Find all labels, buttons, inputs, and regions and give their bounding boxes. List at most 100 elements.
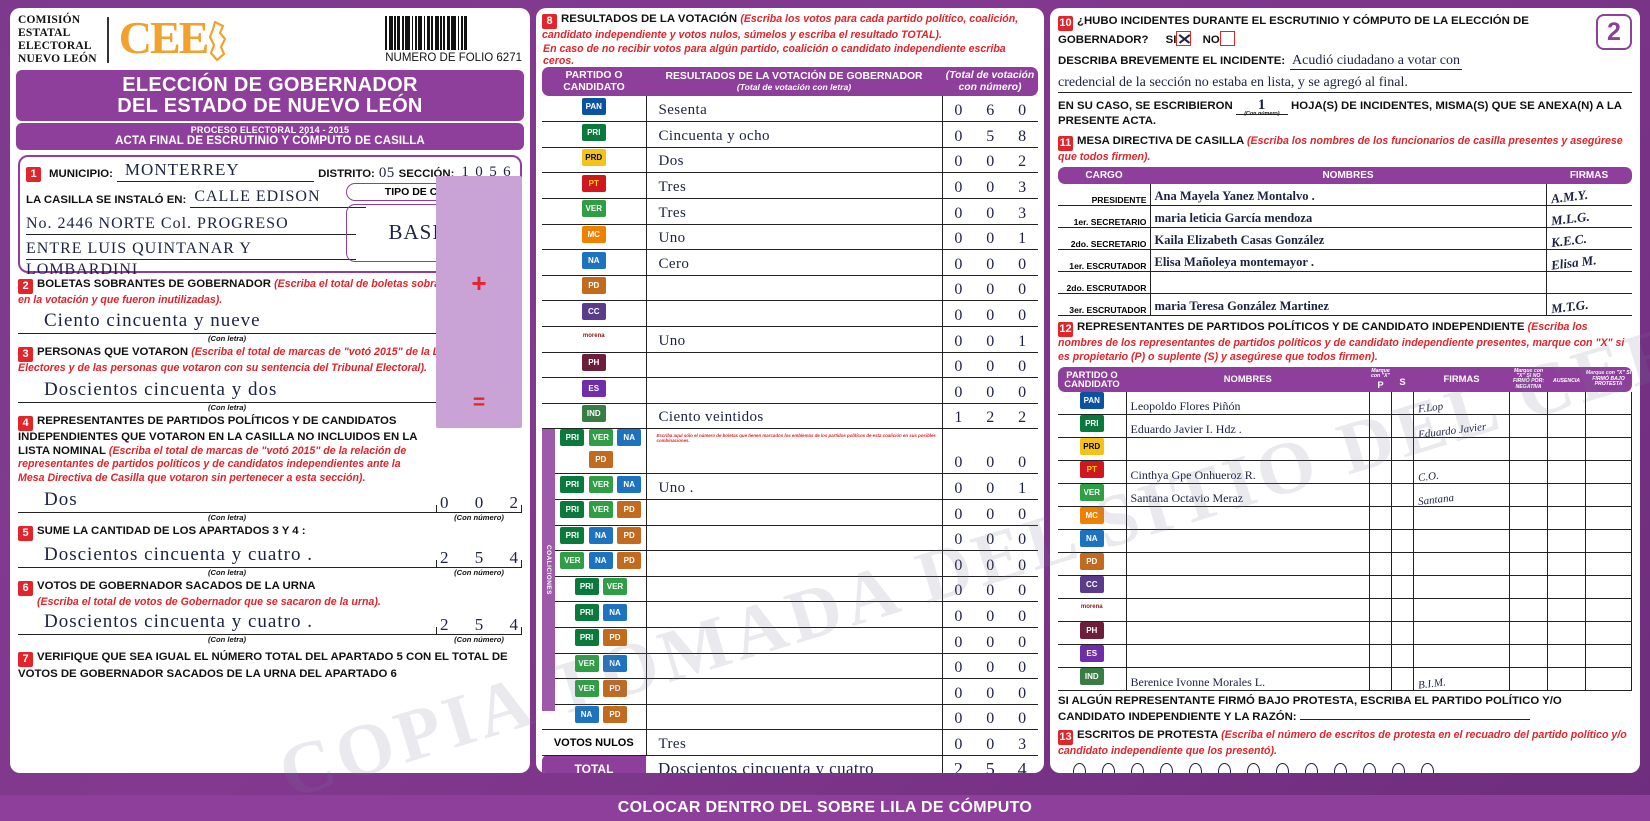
rep-ausencia[interactable]: [1547, 483, 1586, 508]
rep-p[interactable]: [1369, 644, 1392, 669]
rep-negativa[interactable]: [1509, 621, 1548, 646]
rep-s[interactable]: [1391, 575, 1414, 600]
mesa-nombre[interactable]: Kaila Elizabeth Casas González: [1149, 227, 1547, 251]
rep-p[interactable]: [1369, 552, 1392, 577]
result-digits[interactable]: 0 0 3: [941, 172, 1038, 200]
protest-count-oval[interactable]: [1102, 762, 1115, 773]
protest-count-oval[interactable]: [1276, 762, 1289, 773]
rep-negativa[interactable]: [1509, 529, 1548, 554]
result-digits[interactable]: 0 0 0: [941, 275, 1038, 302]
rep-p[interactable]: [1369, 667, 1392, 692]
result-letra-cell[interactable]: Escriba aquí sólo el número de boletas q…: [646, 428, 942, 475]
section-4-digits[interactable]: 0 0 2: [436, 487, 522, 513]
protest-item[interactable]: PAN: [1058, 762, 1086, 773]
rep-ausencia[interactable]: [1547, 598, 1586, 623]
result-digits[interactable]: 0 0 0: [941, 550, 1038, 577]
result-letra-cell[interactable]: Tres: [646, 172, 942, 200]
result-digits[interactable]: 1 2 2: [941, 403, 1038, 430]
result-digits[interactable]: 0 0 0: [941, 249, 1038, 276]
result-letra-cell[interactable]: [646, 275, 942, 302]
mesa-nombre[interactable]: Elisa Mañoleya montemayor .: [1149, 249, 1547, 273]
rep-negativa[interactable]: [1509, 667, 1548, 692]
rep-nombre[interactable]: [1126, 552, 1370, 577]
rep-ausencia[interactable]: [1547, 621, 1586, 646]
result-digits[interactable]: 0 0 0: [941, 653, 1038, 680]
section-5-answer[interactable]: Doscientos cincuenta y cuatro . 2 5 4: [18, 542, 522, 568]
result-letra-cell[interactable]: [646, 653, 942, 680]
protest-count-oval[interactable]: [1218, 762, 1231, 773]
rep-protesta[interactable]: [1585, 506, 1632, 531]
protest-count-oval[interactable]: [1392, 762, 1405, 773]
rep-firma[interactable]: [1413, 575, 1510, 600]
rep-protesta[interactable]: [1585, 667, 1632, 692]
rep-s[interactable]: [1391, 621, 1414, 646]
rep-p[interactable]: [1369, 621, 1392, 646]
rep-s[interactable]: [1391, 552, 1414, 577]
rep-negativa[interactable]: [1509, 575, 1548, 600]
section-6-digits[interactable]: 2 5 4: [436, 609, 522, 635]
rep-firma[interactable]: C.O.: [1413, 460, 1510, 485]
rep-negativa[interactable]: [1509, 414, 1548, 439]
mesa-firma[interactable]: M.T.G.: [1546, 293, 1632, 316]
result-letra-cell[interactable]: [646, 704, 942, 731]
rep-ausencia[interactable]: [1547, 392, 1586, 416]
rep-nombre[interactable]: [1126, 529, 1370, 554]
result-digits[interactable]: 0 0 0: [941, 525, 1038, 552]
rep-nombre[interactable]: Cinthya Gpe Onhueroz R.: [1126, 460, 1370, 485]
address-input-1[interactable]: CALLE EDISON: [190, 187, 367, 208]
protest-item[interactable]: PRD: [1116, 762, 1144, 773]
result-letra-cell[interactable]: [646, 627, 942, 654]
result-letra-cell[interactable]: [646, 499, 942, 526]
mesa-firma[interactable]: [1546, 271, 1632, 295]
rep-nombre[interactable]: [1126, 598, 1370, 623]
protest-reason-input[interactable]: [1299, 709, 1530, 720]
protest-count-oval[interactable]: [1073, 762, 1086, 773]
result-digits[interactable]: 0 0 0: [941, 627, 1038, 654]
mesa-firma[interactable]: A.M.Y.: [1546, 183, 1632, 206]
rep-ausencia[interactable]: [1547, 414, 1586, 439]
rep-nombre[interactable]: Berenice Ivonne Morales L.: [1126, 667, 1370, 692]
result-letra-cell[interactable]: Cero: [646, 249, 942, 276]
section-5-digits[interactable]: 2 5 4: [436, 542, 522, 568]
votos-nulos-digits[interactable]: 0 0 3: [941, 729, 1038, 756]
rep-p[interactable]: [1369, 460, 1392, 485]
rep-s[interactable]: [1391, 598, 1414, 623]
result-digits[interactable]: 0 0 0: [941, 352, 1038, 379]
rep-s[interactable]: [1391, 644, 1414, 669]
result-letra-cell[interactable]: [646, 300, 942, 328]
rep-negativa[interactable]: [1509, 644, 1548, 669]
rep-protesta[interactable]: [1585, 392, 1632, 416]
rep-p[interactable]: [1369, 414, 1392, 439]
protest-item[interactable]: PT: [1145, 762, 1173, 773]
rep-ausencia[interactable]: [1547, 460, 1586, 485]
address-input-2[interactable]: No. 2446 NORTE Col. PROGRESO: [26, 212, 356, 235]
protest-item[interactable]: VER: [1174, 762, 1202, 773]
result-letra-cell[interactable]: Ciento veintidos: [646, 403, 942, 430]
mesa-firma[interactable]: Elisa M.: [1546, 249, 1632, 273]
no-checkbox[interactable]: [1219, 31, 1235, 46]
protest-count-oval[interactable]: [1363, 762, 1376, 773]
protest-count-oval[interactable]: [1421, 762, 1434, 773]
rep-p[interactable]: [1369, 575, 1392, 600]
result-letra-cell[interactable]: [646, 352, 942, 379]
result-digits[interactable]: 0 0 2: [941, 147, 1038, 174]
result-letra-cell[interactable]: [646, 550, 942, 577]
rep-nombre[interactable]: Santana Octavio Meraz: [1126, 483, 1370, 508]
rep-p[interactable]: [1369, 506, 1392, 531]
protest-count-oval[interactable]: [1247, 762, 1260, 773]
municipio-input[interactable]: MONTERREY: [116, 160, 315, 182]
result-digits[interactable]: 0 0 0: [941, 678, 1038, 705]
result-letra-cell[interactable]: Uno: [646, 224, 942, 251]
rep-firma[interactable]: B.I.M.: [1413, 667, 1510, 692]
rep-protesta[interactable]: [1585, 621, 1632, 646]
votos-nulos-letra-cell[interactable]: Tres: [646, 729, 942, 756]
rep-s[interactable]: [1391, 437, 1414, 462]
address-input-4[interactable]: LOMBARDINI: [26, 260, 356, 280]
section-4-answer[interactable]: Dos 0 0 2: [18, 487, 522, 513]
result-letra-cell[interactable]: Sesenta: [646, 96, 942, 123]
rep-firma[interactable]: [1413, 644, 1510, 669]
result-digits[interactable]: 0 0 0: [941, 704, 1038, 731]
protest-item[interactable]: PD: [1261, 762, 1289, 773]
rep-firma[interactable]: Santana: [1413, 483, 1510, 508]
mesa-nombre[interactable]: maria leticia García mendoza: [1149, 205, 1547, 229]
